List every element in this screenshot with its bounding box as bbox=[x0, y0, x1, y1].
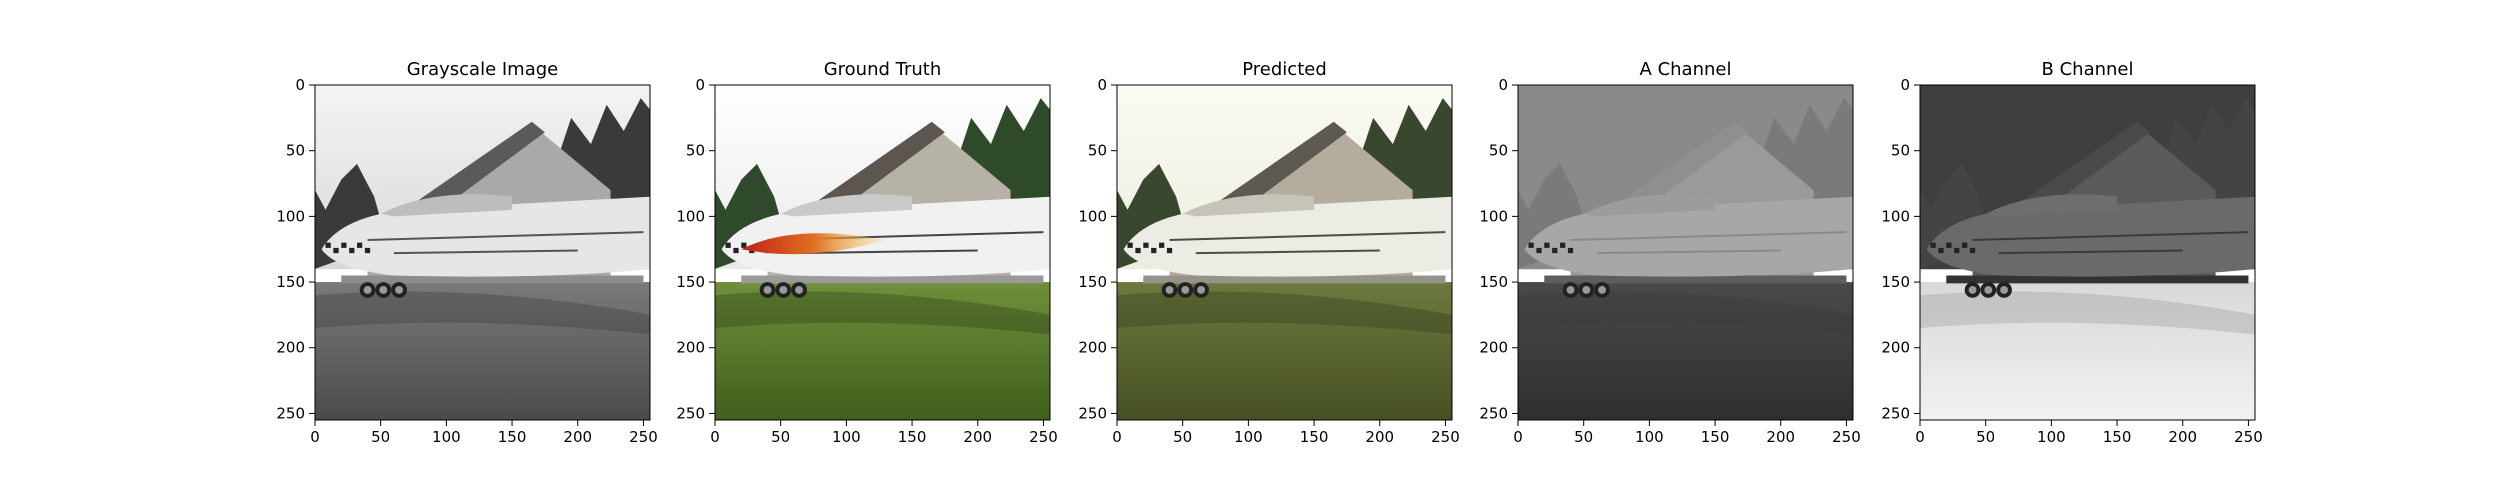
panel-2: Ground Truth 0 50 100 150 200 250 0 50 100 150 200 2… bbox=[676, 59, 1057, 446]
y-tick-label: 200 bbox=[1881, 339, 1910, 357]
y-tick-label: 200 bbox=[676, 339, 705, 357]
x-tick-label: 150 bbox=[1300, 428, 1329, 446]
y-tick-label: 250 bbox=[1078, 404, 1107, 422]
y-tick-label: 150 bbox=[1881, 273, 1910, 291]
panel-title: Grayscale Image bbox=[407, 59, 559, 80]
x-tick-label: 50 bbox=[1173, 428, 1192, 446]
y-tick-label: 250 bbox=[1881, 404, 1910, 422]
y-tick-label: 200 bbox=[1078, 339, 1107, 357]
y-tick-label: 100 bbox=[1078, 207, 1107, 225]
y-tick-label: 50 bbox=[686, 142, 705, 160]
y-tick-label: 150 bbox=[676, 273, 705, 291]
x-tick-label: 150 bbox=[498, 428, 527, 446]
y-tick-label: 150 bbox=[276, 273, 305, 291]
x-tick-label: 50 bbox=[1574, 428, 1593, 446]
y-tick-label: 0 bbox=[695, 76, 705, 94]
x-tick-label: 200 bbox=[963, 428, 992, 446]
y-tick-label: 150 bbox=[1479, 273, 1508, 291]
y-tick-label: 150 bbox=[1078, 273, 1107, 291]
panel-image bbox=[715, 85, 1050, 420]
x-tick-label: 250 bbox=[629, 428, 658, 446]
axes-frame bbox=[1116, 84, 1453, 421]
x-tick-label: 0 bbox=[1915, 428, 1925, 446]
x-tick-label: 100 bbox=[2037, 428, 2066, 446]
x-tick-label: 50 bbox=[1976, 428, 1995, 446]
y-tick-label: 100 bbox=[676, 207, 705, 225]
y-tick-label: 100 bbox=[276, 207, 305, 225]
panel-image bbox=[1117, 85, 1452, 420]
y-tick-label: 250 bbox=[1479, 404, 1508, 422]
y-tick-label: 0 bbox=[1097, 76, 1107, 94]
x-tick-label: 250 bbox=[2234, 428, 2263, 446]
y-tick-label: 100 bbox=[1479, 207, 1508, 225]
panel-title: B Channel bbox=[2042, 59, 2134, 80]
y-tick-label: 50 bbox=[286, 142, 305, 160]
x-tick-label: 150 bbox=[898, 428, 927, 446]
y-tick-label: 0 bbox=[1900, 76, 1910, 94]
x-tick-label: 150 bbox=[2103, 428, 2132, 446]
axes-frame bbox=[1517, 84, 1854, 421]
y-tick-label: 50 bbox=[1088, 142, 1107, 160]
panel-5: B Channel 0 50 100 150 200 250 0 50 100 150 200 250 bbox=[1881, 59, 2262, 446]
panel-image bbox=[1920, 85, 2255, 420]
y-tick-label: 0 bbox=[295, 76, 305, 94]
y-tick-label: 250 bbox=[276, 404, 305, 422]
axes-frame bbox=[1919, 84, 2256, 421]
x-tick-label: 200 bbox=[2168, 428, 2197, 446]
x-tick-label: 100 bbox=[1635, 428, 1664, 446]
x-tick-label: 200 bbox=[1766, 428, 1795, 446]
x-tick-label: 150 bbox=[1701, 428, 1730, 446]
y-tick-label: 50 bbox=[1891, 142, 1910, 160]
panel-title: Predicted bbox=[1242, 59, 1327, 80]
panel-image bbox=[315, 85, 650, 420]
y-tick-label: 50 bbox=[1489, 142, 1508, 160]
x-tick-label: 100 bbox=[432, 428, 461, 446]
y-tick-label: 250 bbox=[676, 404, 705, 422]
x-tick-label: 0 bbox=[710, 428, 720, 446]
panel-4: A Channel 0 50 100 150 200 250 0 50 100 150 200 250 bbox=[1479, 59, 1860, 446]
y-tick-label: 100 bbox=[1881, 207, 1910, 225]
x-tick-label: 0 bbox=[1112, 428, 1122, 446]
x-tick-label: 250 bbox=[1431, 428, 1460, 446]
panel-title: Ground Truth bbox=[824, 59, 942, 80]
x-tick-label: 50 bbox=[771, 428, 790, 446]
x-tick-label: 50 bbox=[371, 428, 390, 446]
x-tick-label: 250 bbox=[1029, 428, 1058, 446]
panel-3: Predicted 0 50 100 150 200 250 0 50 100 150 200 250 bbox=[1078, 59, 1459, 446]
panel-1: Grayscale Image 0 50 100 150 200 250 0 50 100 150 2… bbox=[276, 59, 657, 446]
x-tick-label: 200 bbox=[563, 428, 592, 446]
y-tick-label: 200 bbox=[276, 339, 305, 357]
panel-image bbox=[1518, 85, 1853, 420]
x-tick-label: 0 bbox=[1513, 428, 1523, 446]
y-tick-label: 0 bbox=[1498, 76, 1508, 94]
y-tick-label: 200 bbox=[1479, 339, 1508, 357]
x-tick-label: 0 bbox=[310, 428, 320, 446]
axes-frame bbox=[314, 84, 651, 421]
panel-title: A Channel bbox=[1640, 59, 1732, 80]
x-tick-label: 200 bbox=[1365, 428, 1394, 446]
x-tick-label: 250 bbox=[1832, 428, 1861, 446]
axes-frame bbox=[714, 84, 1051, 421]
x-tick-label: 100 bbox=[1234, 428, 1263, 446]
x-tick-label: 100 bbox=[832, 428, 861, 446]
